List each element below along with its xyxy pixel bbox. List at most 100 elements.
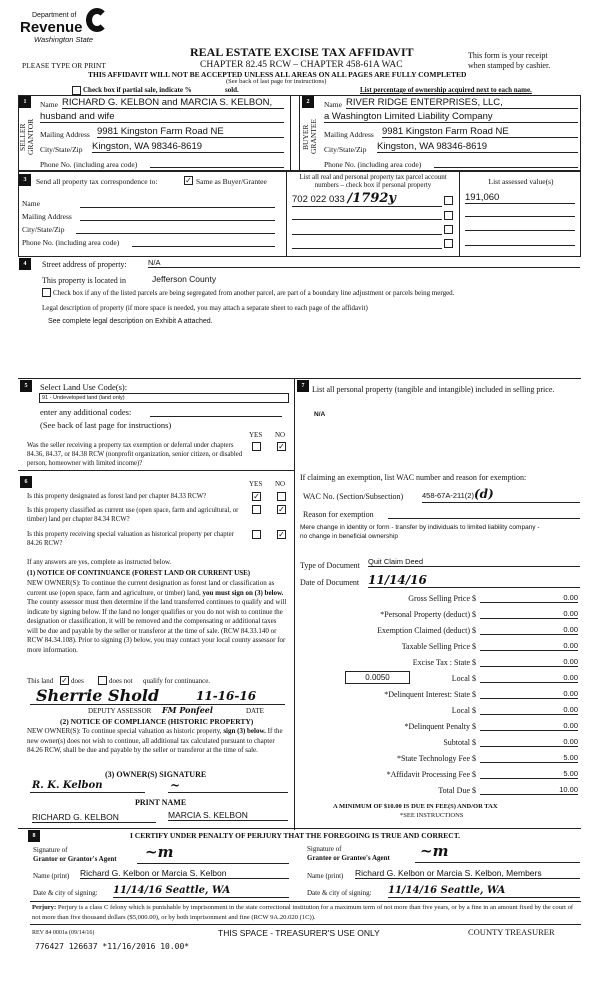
buyer-mail-field[interactable]: 9981 Kingston Farm Road NE xyxy=(382,126,578,138)
amount-value[interactable]: 0.00 xyxy=(480,721,578,731)
amount-label: *Affidavit Processing Fee $ xyxy=(386,770,476,779)
corr-mail-field[interactable] xyxy=(80,220,275,221)
buyer-phone-field[interactable] xyxy=(434,167,578,168)
owner2-signature-line[interactable] xyxy=(168,792,288,793)
personal-property-value[interactable]: N/A xyxy=(314,411,326,418)
street-field[interactable]: N/A xyxy=(148,258,580,268)
notice-continuance-text: NEW OWNER(S): To continue the current de… xyxy=(27,579,289,655)
does-label: does xyxy=(71,677,84,685)
county-field[interactable]: Jefferson County xyxy=(152,274,217,284)
grantee-name-field[interactable]: Richard G. Kelbon or Marcia S. Kelbon, M… xyxy=(355,868,580,879)
personal-property-checkbox-1[interactable] xyxy=(444,196,453,205)
exemption-yes-checkbox[interactable] xyxy=(252,442,261,451)
parcel-header: List all real and personal property tax … xyxy=(299,173,447,189)
seller-name-field[interactable]: RICHARD G. KELBON and MARCIA S. KELBON, xyxy=(62,97,284,109)
buyer-name-field-2[interactable]: a Washington Limited Liability Company xyxy=(324,111,578,123)
personal-property-label: List all personal property (tangible and… xyxy=(312,385,555,394)
grantee-date-field[interactable]: 11/14/16 Seattle, WA xyxy=(388,885,580,898)
corr-name-field[interactable] xyxy=(80,207,275,208)
seller-name-field-2[interactable]: husband and wife xyxy=(40,111,284,123)
section-8-rule xyxy=(18,828,581,829)
assessed-value-field-2[interactable] xyxy=(465,216,575,217)
grantor-date-field[interactable]: 11/14/16 Seattle, WA xyxy=(113,885,289,898)
land-use-select[interactable]: 91 - Undeveloped land (land only) xyxy=(39,393,289,403)
amount-value[interactable]: 0.00 xyxy=(480,673,578,683)
historical-no-checkbox[interactable]: ✓ xyxy=(277,530,286,539)
partial-sale-checkbox[interactable] xyxy=(72,86,81,95)
doc-date-field[interactable]: 11/14/16 xyxy=(368,573,580,588)
amount-value[interactable]: 10.00 xyxy=(480,785,578,795)
assessed-value-field[interactable]: 191,060 xyxy=(465,192,575,204)
parcel-field-3[interactable] xyxy=(292,234,442,235)
form-chapter: CHAPTER 82.45 RCW – CHAPTER 458-61A WAC xyxy=(200,60,403,70)
section-5-number: 5 xyxy=(20,380,32,392)
same-as-buyer-checkbox[interactable]: ✓ xyxy=(184,176,193,185)
amount-value[interactable]: 0.00 xyxy=(480,625,578,635)
amount-value[interactable]: 0.00 xyxy=(480,657,578,667)
parcel-number-field[interactable]: 702 022 033 /1792y xyxy=(292,192,442,207)
corr-name-label: Name xyxy=(22,199,40,208)
current-use-no-checkbox[interactable]: ✓ xyxy=(277,505,286,514)
does-not-checkbox[interactable] xyxy=(98,676,107,685)
grantor-signature: ~m xyxy=(145,843,174,861)
local-rate-field[interactable]: 0.0050 xyxy=(345,671,410,684)
grantee-name-label: Name (print) xyxy=(307,872,344,880)
doc-type-field[interactable]: Quit Claim Deed xyxy=(368,557,580,567)
additional-codes-field[interactable] xyxy=(150,416,282,417)
wac-value: 458-67A-211(2) xyxy=(422,491,474,500)
reason-field[interactable]: Mere change in identity or form - transf… xyxy=(300,524,540,540)
logo-name: Revenue xyxy=(20,19,83,36)
current-use-yes-checkbox[interactable] xyxy=(252,505,261,514)
notice1-b: The county assessor must then determine … xyxy=(27,598,287,654)
wac-field[interactable]: 458-67A-211(2)(d) xyxy=(422,488,580,503)
exemption-no-checkbox[interactable]: ✓ xyxy=(277,442,286,451)
forest-no-checkbox[interactable] xyxy=(277,492,286,501)
amount-label: Gross Selling Price $ xyxy=(408,594,476,603)
amount-value[interactable]: 0.00 xyxy=(480,705,578,715)
sold-label: sold. xyxy=(225,86,239,94)
amount-label: *Delinquent Penalty $ xyxy=(404,722,476,731)
amount-value[interactable]: 0.00 xyxy=(480,609,578,619)
assessed-value-field-3[interactable] xyxy=(465,230,575,231)
corr-city-field[interactable] xyxy=(76,233,275,234)
grantee-signature-line[interactable] xyxy=(415,862,580,863)
logo-dept: Department of xyxy=(32,12,77,19)
grantor-name-field[interactable]: Richard G. Kelbon or Marcia S. Kelbon xyxy=(80,868,289,879)
historical-yes-checkbox[interactable] xyxy=(252,530,261,539)
owner2-signature-mark: ~ xyxy=(170,778,181,792)
personal-property-checkbox-3[interactable] xyxy=(444,225,453,234)
amount-value[interactable]: 5.00 xyxy=(480,753,578,763)
does-checkbox[interactable]: ✓ xyxy=(60,676,69,685)
buyer-name-field[interactable]: RIVER RIDGE ENTERPRISES, LLC, xyxy=(346,97,578,109)
owner2-print-name[interactable]: MARCIA S. KELBON xyxy=(168,810,288,821)
amount-value[interactable]: 0.00 xyxy=(480,689,578,699)
legal-description[interactable]: See complete legal description on Exhibi… xyxy=(48,318,213,325)
segregate-checkbox[interactable] xyxy=(42,288,51,297)
owner-signature-title: (3) OWNER(S) SIGNATURE xyxy=(105,770,207,779)
parcel-field-4[interactable] xyxy=(292,248,442,249)
notice-compliance-title: (2) NOTICE OF COMPLIANCE (HISTORIC PROPE… xyxy=(60,717,254,726)
personal-property-checkbox-2[interactable] xyxy=(444,211,453,220)
amount-value[interactable]: 0.00 xyxy=(480,641,578,651)
owner1-signature-mark: R. K. Kelbon xyxy=(32,780,103,791)
seller-mail-field[interactable]: 9981 Kingston Farm Road NE xyxy=(97,126,284,138)
owner1-print-name[interactable]: RICHARD G. KELBON xyxy=(32,812,156,823)
amount-value[interactable]: 5.00 xyxy=(480,769,578,779)
amount-value[interactable]: 0.00 xyxy=(480,593,578,603)
personal-property-checkbox-4[interactable] xyxy=(444,239,453,248)
forest-yes-checkbox[interactable]: ✓ xyxy=(252,492,261,501)
seller-city-field[interactable]: Kingston, WA 98346-8619 xyxy=(92,141,284,153)
buyer-city-field[interactable]: Kingston, WA 98346-8619 xyxy=(377,141,578,153)
receipt-note-1: This form is your receipt xyxy=(468,51,548,60)
assessed-value-field-4[interactable] xyxy=(465,245,575,246)
assessor-signature-line[interactable] xyxy=(30,704,285,705)
amount-label: Local $ xyxy=(451,706,476,715)
owner1-signature-line[interactable] xyxy=(30,792,145,793)
seller-phone-field[interactable] xyxy=(150,167,284,168)
street-label: Street address of property: xyxy=(42,260,127,269)
amount-value[interactable]: 0.00 xyxy=(480,737,578,747)
parcel-field-2[interactable] xyxy=(292,219,442,220)
corr-phone-field[interactable] xyxy=(132,246,275,247)
grantor-signature-line[interactable] xyxy=(137,863,289,864)
perjury-rule-top xyxy=(30,901,581,902)
